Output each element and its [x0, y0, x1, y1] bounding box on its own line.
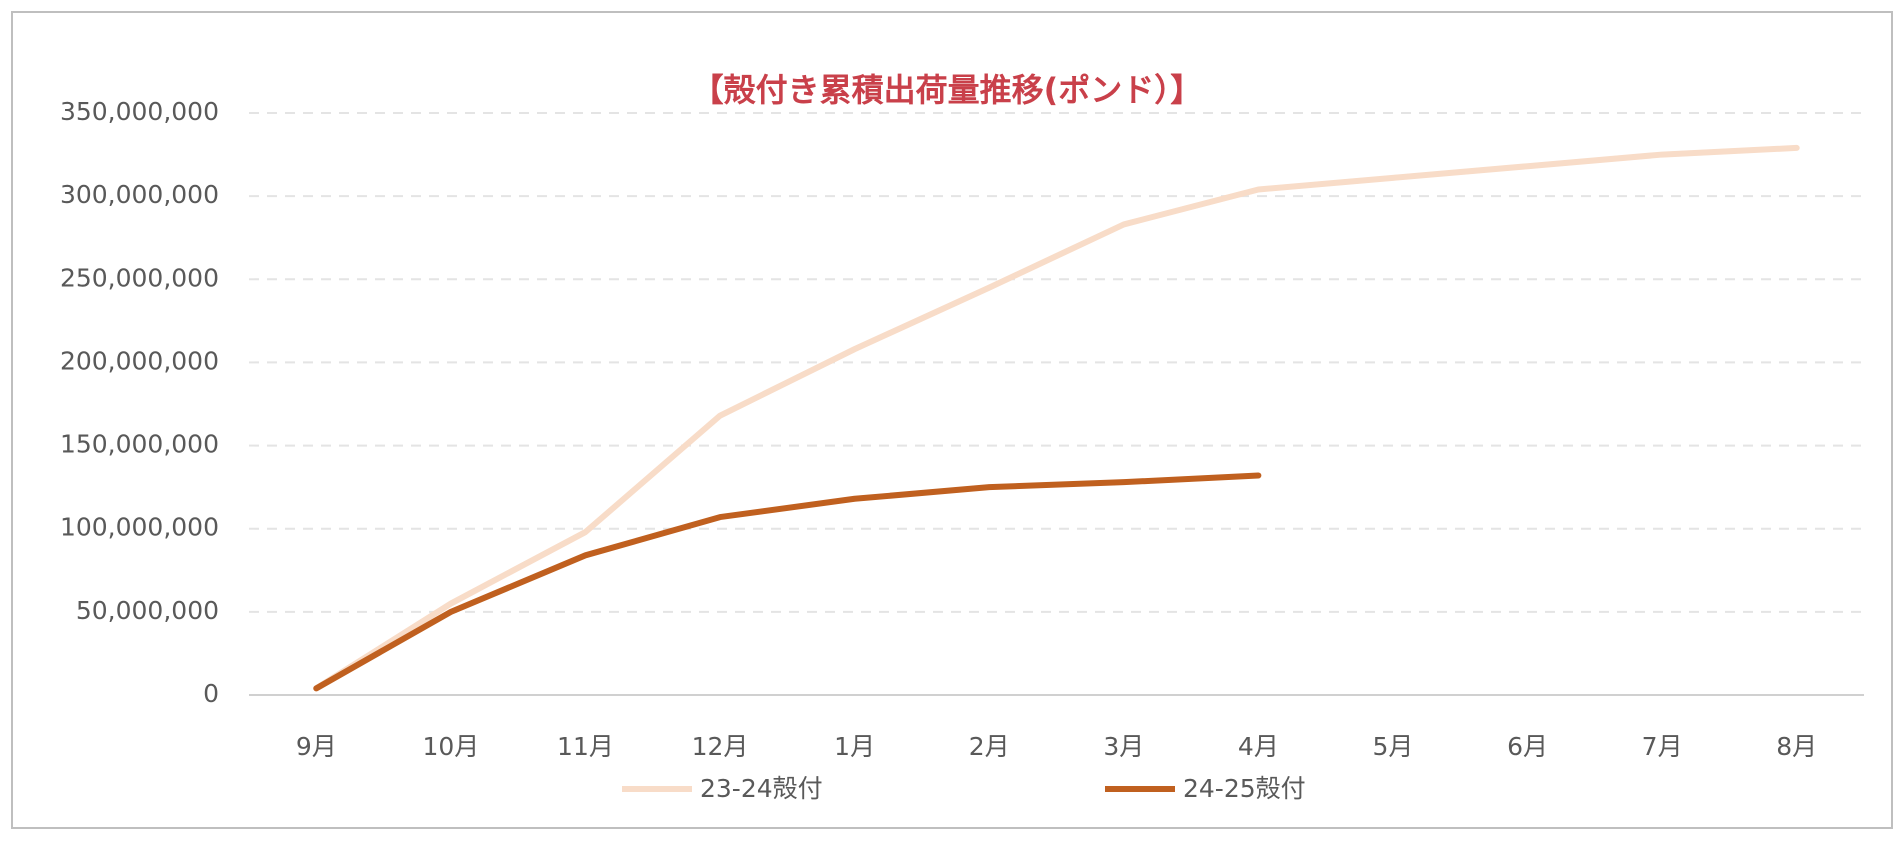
legend-label: 24-25殻付	[1183, 774, 1306, 803]
x-tick-label: 3月	[1103, 732, 1144, 761]
x-tick-label: 5月	[1373, 732, 1414, 761]
x-tick-label: 1月	[834, 732, 875, 761]
x-tick-label: 10月	[422, 732, 479, 761]
x-tick-label: 11月	[557, 732, 614, 761]
y-tick-label: 0	[203, 679, 219, 708]
x-tick-label: 12月	[692, 732, 749, 761]
x-tick-label: 2月	[969, 732, 1010, 761]
x-tick-label: 9月	[296, 732, 337, 761]
chart-frame	[11, 11, 1893, 829]
y-tick-label: 350,000,000	[60, 97, 219, 126]
y-tick-label: 150,000,000	[60, 430, 219, 459]
y-tick-label: 300,000,000	[60, 180, 219, 209]
x-tick-label: 8月	[1776, 732, 1817, 761]
y-tick-label: 50,000,000	[76, 596, 219, 625]
x-tick-label: 6月	[1507, 732, 1548, 761]
y-tick-label: 200,000,000	[60, 346, 219, 375]
series-line	[313, 472, 1262, 692]
x-tick-label: 4月	[1238, 732, 1279, 761]
legend-label: 23-24殻付	[700, 774, 823, 803]
chart-title: 【殻付き累積出荷量推移(ポンド）】	[692, 71, 1203, 109]
y-tick-label: 250,000,000	[60, 263, 219, 292]
series-line	[313, 144, 1800, 692]
y-tick-label: 100,000,000	[60, 513, 219, 542]
x-tick-label: 7月	[1642, 732, 1683, 761]
